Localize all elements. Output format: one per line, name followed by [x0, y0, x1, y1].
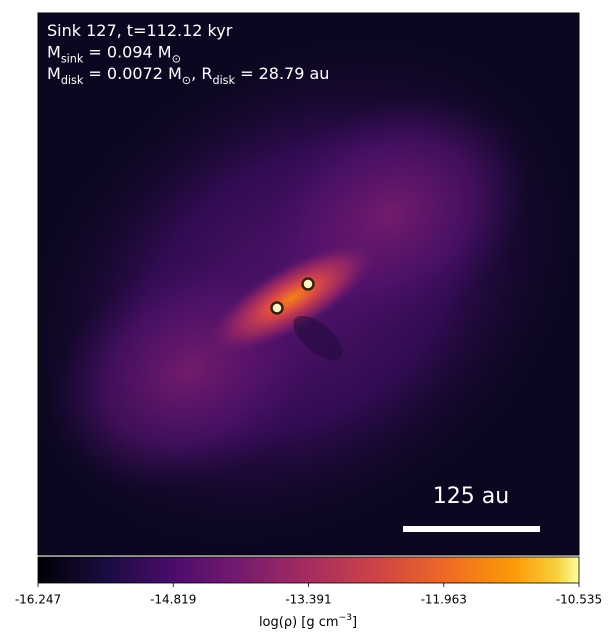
colorbar [37, 556, 580, 584]
annotation: Sink 127, t=112.12 kyr [47, 21, 233, 40]
scale-bar [403, 526, 540, 532]
tick-label: -11.963 [421, 593, 467, 607]
text-part: ρ [284, 615, 292, 630]
text-part: = 0.0072 M [83, 64, 181, 83]
tick-label: -16.247 [15, 593, 61, 607]
annotation: Msink = 0.094 M⊙ [47, 42, 181, 65]
scale-bar-label: 125 au [433, 484, 509, 509]
text-part: ) [g cm [292, 615, 338, 630]
tick-label: -10.535 [556, 593, 602, 607]
tick-label: -13.391 [285, 593, 331, 607]
colorbar-ticks: -16.247 -14.819 -13.391 -11.963 -10.535 [15, 583, 602, 607]
colorbar-label: log(ρ) [g cm−3] [259, 613, 357, 630]
text-part: ⊙ [172, 52, 181, 65]
text-part: disk [212, 74, 235, 87]
annotation: Mdisk = 0.0072 M⊙, Rdisk = 28.79 au [47, 64, 329, 87]
sink-marker [301, 277, 315, 291]
text-part: , R [191, 64, 212, 83]
text-part: = 28.79 au [235, 64, 329, 83]
text-part: Sink 127, t=112.12 kyr [47, 21, 233, 40]
text-part: ] [352, 615, 357, 630]
text-part: disk [61, 74, 84, 87]
text-part: M [47, 64, 61, 83]
text-part: sink [61, 52, 84, 65]
image-frame [37, 12, 580, 556]
text-part: log( [259, 615, 284, 630]
text-part: ⊙ [182, 74, 191, 87]
tick-label: -14.819 [150, 593, 196, 607]
text-part: −3 [339, 613, 353, 623]
text-part: = 0.094 M [83, 42, 171, 61]
sink-marker [270, 301, 284, 315]
text-part: M [47, 42, 61, 61]
